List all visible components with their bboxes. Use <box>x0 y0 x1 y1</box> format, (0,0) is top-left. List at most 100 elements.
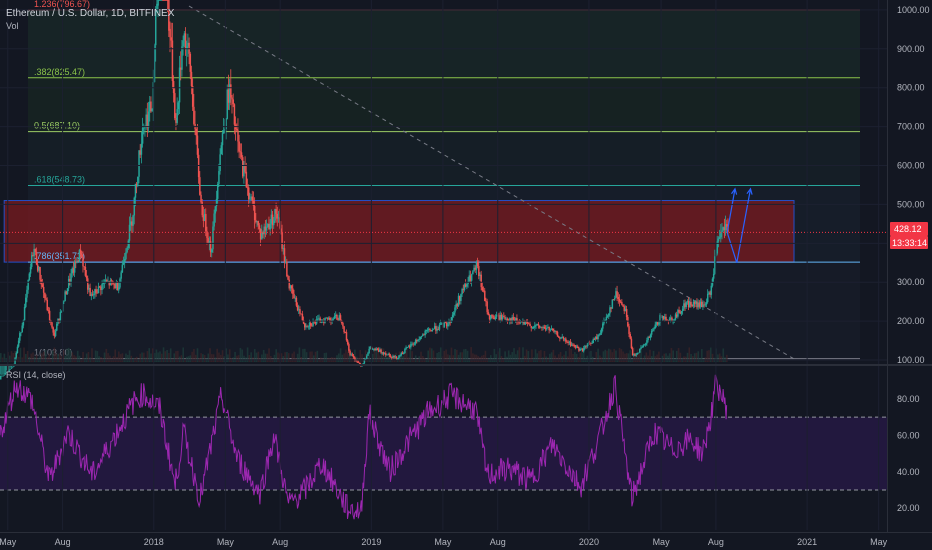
candle-body <box>10 367 13 369</box>
candle-body <box>605 316 608 321</box>
candle-body <box>686 301 689 303</box>
time-tick-label: Aug <box>272 537 288 547</box>
rsi-pane[interactable] <box>0 374 887 520</box>
volume-bar <box>436 352 438 362</box>
candle-body <box>221 133 224 146</box>
candle-body <box>437 328 440 330</box>
candle-body <box>662 316 665 319</box>
volume-bar <box>287 353 290 362</box>
candle-body <box>335 314 337 316</box>
volume-bar <box>300 356 303 362</box>
volume-bar <box>613 348 615 362</box>
volume-bar <box>275 349 277 362</box>
volume-bar <box>586 355 589 362</box>
candle-body <box>699 301 702 307</box>
candle-body <box>516 318 518 322</box>
volume-bar <box>432 350 435 362</box>
candle-body <box>273 220 275 226</box>
volume-bar <box>139 353 142 362</box>
volume-bar <box>582 349 585 362</box>
candle-body <box>379 349 381 352</box>
candle-body <box>563 338 566 340</box>
candle-body <box>423 334 425 336</box>
candle-body <box>406 347 409 349</box>
candle-body <box>53 332 56 337</box>
volume-bar <box>39 356 41 362</box>
candle-body <box>562 336 565 340</box>
candle-body <box>555 331 558 333</box>
candle-body <box>635 354 637 356</box>
fib-band <box>28 131 860 186</box>
candle-body <box>486 301 488 313</box>
candle-body <box>143 127 145 129</box>
candle-body <box>368 348 370 354</box>
volume-bar <box>388 352 390 362</box>
candle-body <box>550 328 553 330</box>
volume-bar <box>282 356 285 362</box>
candle-body <box>658 323 660 325</box>
candle-body <box>633 354 635 356</box>
candle-body <box>52 327 54 333</box>
candle-body <box>634 354 636 356</box>
candle-body <box>168 0 170 31</box>
candle-body <box>500 314 503 320</box>
volume-bar <box>71 352 74 362</box>
volume-bar <box>237 355 240 362</box>
volume-bar <box>439 347 442 362</box>
candle-body <box>97 286 100 294</box>
candle-body <box>257 221 260 226</box>
candle-body <box>708 292 710 294</box>
candle-body <box>106 280 108 282</box>
volume-bar <box>543 350 546 362</box>
volume-bar <box>364 350 367 362</box>
volume-bar <box>35 354 38 362</box>
candle-body <box>530 326 533 329</box>
candle-body <box>294 297 296 299</box>
pane-divider[interactable] <box>0 364 932 366</box>
volume-bar <box>87 351 90 362</box>
candle-body <box>494 316 497 320</box>
candle-body <box>352 355 355 358</box>
candle-body <box>668 318 671 321</box>
candle-body <box>714 256 716 274</box>
price-pane[interactable]: 1.236(796.67) .382(825.47) 0.5(687.10) .618… <box>0 0 887 380</box>
candle-body <box>543 326 546 329</box>
volume-bar <box>379 355 381 362</box>
candle-body <box>474 267 476 270</box>
volume-bar <box>141 352 143 362</box>
candle-body <box>612 299 615 301</box>
volume-bar <box>194 354 197 362</box>
volume-bar <box>574 352 576 362</box>
volume-bar <box>604 349 607 362</box>
volume-bar <box>336 355 338 362</box>
volume-bar <box>25 353 27 362</box>
candle-body <box>402 353 405 354</box>
candle-body <box>623 306 626 312</box>
volume-bar <box>325 352 328 362</box>
candle-body <box>464 284 467 287</box>
candle-body <box>443 322 445 328</box>
volume-bar <box>504 351 506 362</box>
candle-body <box>51 322 53 328</box>
volume-bar <box>572 353 574 362</box>
fib-label: .786(351.73) <box>34 251 85 261</box>
candle-body <box>3 374 6 376</box>
volume-bar <box>454 349 456 362</box>
candle-body <box>300 313 302 315</box>
candle-body <box>460 294 462 301</box>
candle-body <box>705 302 708 305</box>
fib-band <box>28 9 860 78</box>
candle-body <box>581 348 584 352</box>
volume-bar <box>375 347 378 362</box>
candle-body <box>509 318 511 322</box>
candle-body <box>138 150 140 177</box>
candle-body <box>475 262 478 270</box>
volume-bar <box>76 350 79 362</box>
candle-body <box>448 320 450 325</box>
candle-body <box>101 283 103 291</box>
price-tick-label: 500.00 <box>897 199 925 209</box>
volume-bar <box>717 354 719 362</box>
candle-body <box>528 323 530 325</box>
candle-body <box>544 328 547 330</box>
candle-body <box>724 224 727 230</box>
